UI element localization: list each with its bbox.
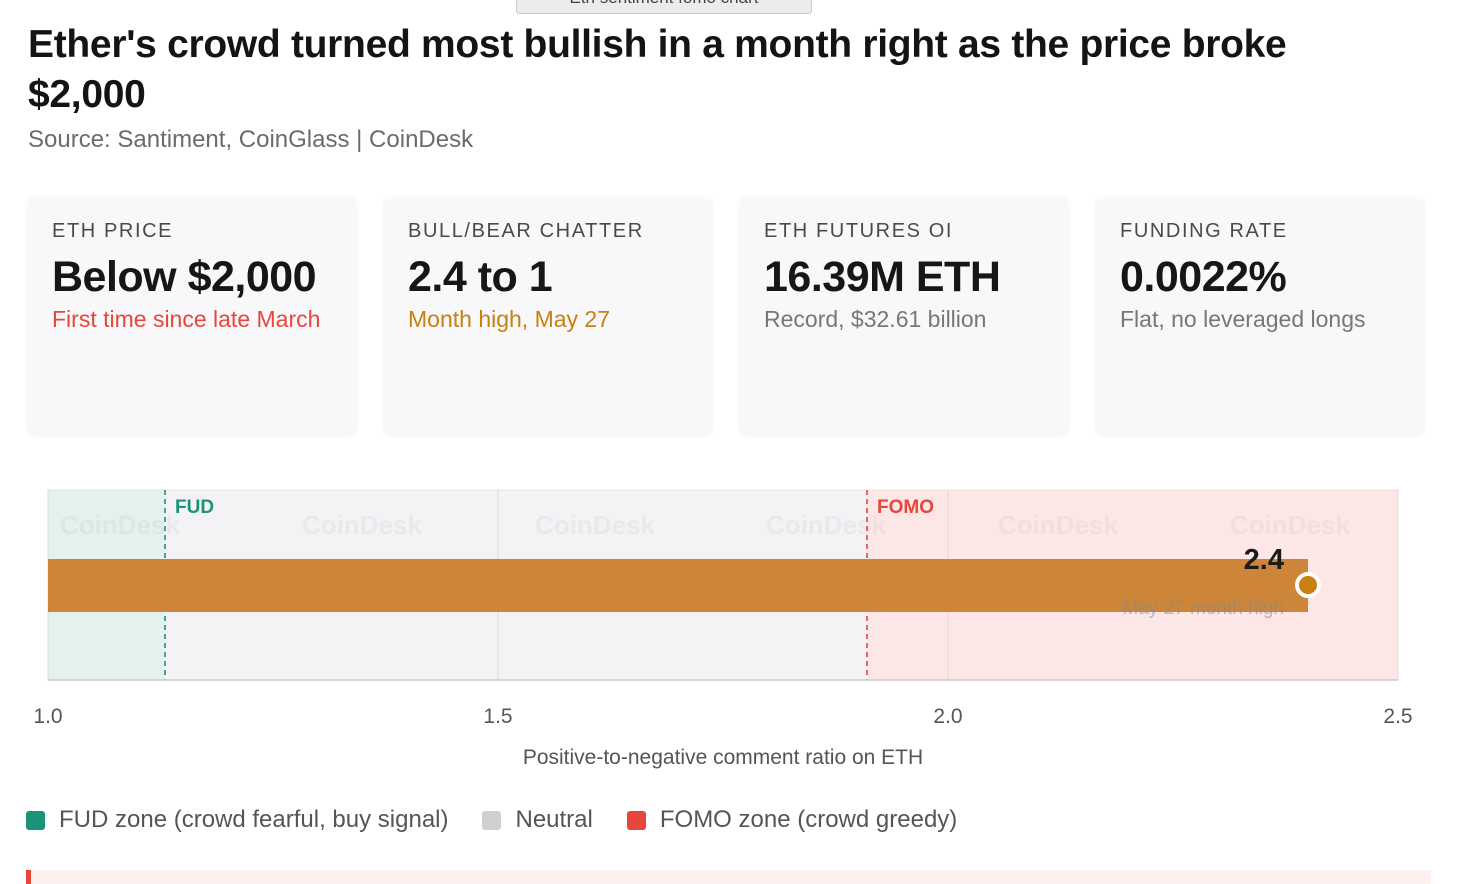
watermark-text: CoinDesk (1230, 510, 1350, 540)
x-tick-label: 1.0 (33, 705, 62, 728)
stat-card-funding-rate: FUNDING RATE 0.0022% Flat, no leveraged … (1096, 198, 1424, 434)
sentiment-bar (48, 559, 1308, 612)
x-axis-title: Positive-to-negative comment ratio on ET… (523, 746, 923, 769)
bar-annotation: May 27 month high (1122, 598, 1284, 619)
bar-value-label: 2.4 (1244, 544, 1284, 576)
stat-card-label: ETH PRICE (52, 220, 174, 242)
bar-end-marker (1295, 572, 1321, 598)
legend-label: FUD zone (crowd fearful, buy signal) (59, 806, 449, 833)
watermark-text: CoinDesk (998, 510, 1118, 540)
stat-card-note: First time since late March (52, 306, 321, 332)
stat-card-label: ETH FUTURES OI (764, 220, 954, 242)
threshold-label-fomo: FOMO (877, 497, 934, 518)
watermark-text: CoinDesk (535, 510, 655, 540)
x-tick-label: 2.5 (1383, 705, 1412, 728)
stat-card-note: Flat, no leveraged longs (1120, 306, 1366, 332)
legend-item-neutral: Neutral (482, 806, 593, 834)
legend-swatch-fud (26, 810, 45, 830)
stat-card-note: Record, $32.61 billion (764, 306, 987, 332)
legend-swatch-neutral (482, 810, 502, 830)
stat-card-label: BULL/BEAR CHATTER (408, 220, 644, 242)
legend-label: Neutral (515, 806, 593, 833)
next-section-edge (26, 870, 1431, 884)
stat-card-value: Below $2,000 (52, 253, 317, 301)
legend-item-fud: FUD zone (crowd fearful, buy signal) (26, 806, 448, 834)
watermark-text: CoinDesk (302, 510, 422, 540)
chart-tooltip-tab: Eth sentiment fomo chart (516, 0, 812, 14)
stat-card-bull-bear-chatter: BULL/BEAR CHATTER 2.4 to 1 Month high, M… (384, 198, 712, 434)
stat-card-value: 2.4 to 1 (408, 253, 553, 301)
stat-card-eth-price: ETH PRICE Below $2,000 First time since … (28, 198, 356, 434)
sentiment-bar-chart: CoinDesk CoinDesk CoinDesk CoinDesk CoinDesk… (33, 489, 1413, 769)
watermark-text: CoinDesk (60, 510, 180, 540)
x-tick-label: 1.5 (483, 705, 512, 728)
stat-card-note: Month high, May 27 (408, 306, 611, 332)
legend-label: FOMO zone (crowd greedy) (659, 806, 958, 833)
stat-card-value: 16.39M ETH (764, 253, 1001, 301)
chart-legend: FUD zone (crowd fearful, buy signal) Neu… (26, 806, 991, 834)
chart-title: Ether's crowd turned most bullish in a m… (28, 23, 1287, 116)
watermark-text: CoinDesk (766, 510, 886, 540)
stat-card-eth-futures-oi: ETH FUTURES OI 16.39M ETH Record, $32.61… (740, 198, 1068, 434)
threshold-label-fud: FUD (175, 497, 214, 518)
legend-item-fomo: FOMO zone (crowd greedy) (626, 806, 958, 834)
stat-card-label: FUNDING RATE (1120, 220, 1288, 242)
chart-source: Source: Santiment, CoinGlass | CoinDesk (28, 126, 474, 153)
stat-card-value: 0.0022% (1120, 253, 1287, 301)
x-tick-label: 2.0 (933, 705, 962, 728)
legend-swatch-fomo (626, 810, 646, 830)
